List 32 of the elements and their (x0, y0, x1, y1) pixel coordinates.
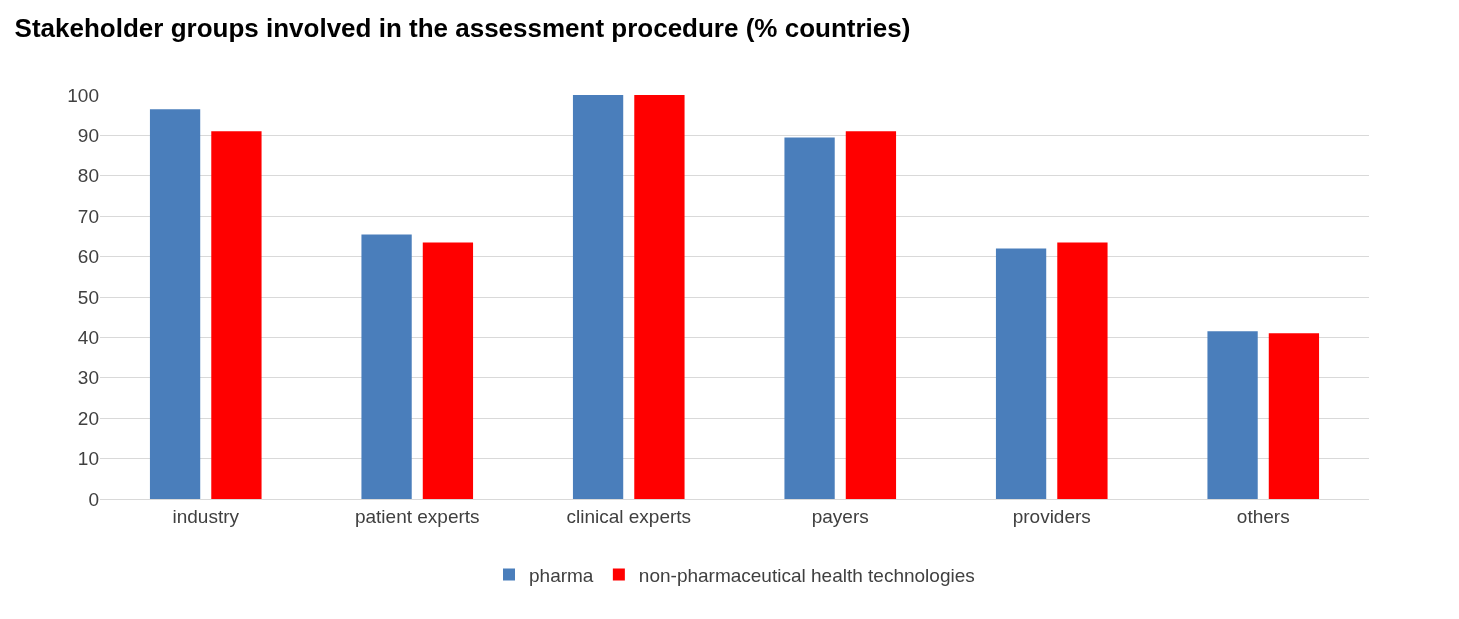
y-tick-label: 20 (77, 407, 99, 429)
bar (361, 234, 412, 499)
x-tick-label: others (1236, 505, 1290, 527)
y-tick-label: 40 (77, 327, 99, 349)
bar (784, 137, 835, 499)
bar (211, 131, 262, 499)
x-tick-label: industry (172, 505, 240, 527)
y-tick-label: 90 (77, 125, 99, 147)
y-tick-label: 100 (67, 84, 99, 106)
bar (422, 242, 474, 499)
y-tick-label: 50 (77, 286, 99, 308)
legend-label: non-pharmaceutical health technologies (638, 564, 975, 586)
y-tick-label: 30 (77, 367, 99, 389)
chart-title: Stakeholder groups involved in the assessment procedure (% countries) (14, 12, 911, 43)
bar (572, 95, 624, 499)
bar (995, 248, 1047, 499)
y-tick-label: 60 (77, 246, 99, 268)
y-tick-label: 80 (77, 165, 99, 187)
x-tick-label: payers (811, 505, 869, 527)
x-tick-label: providers (1012, 505, 1091, 527)
y-tick-label: 0 (88, 488, 99, 510)
bar (1207, 331, 1258, 499)
bar (149, 109, 201, 499)
x-tick-label: patient experts (354, 505, 480, 527)
x-tick-label: clinical experts (566, 505, 692, 527)
legend-label: pharma (529, 564, 594, 586)
y-tick-label: 10 (77, 448, 99, 470)
bar (845, 131, 897, 499)
bar (1268, 333, 1320, 499)
bar (634, 95, 685, 499)
bar (1057, 242, 1108, 499)
y-tick-label: 70 (77, 205, 99, 227)
